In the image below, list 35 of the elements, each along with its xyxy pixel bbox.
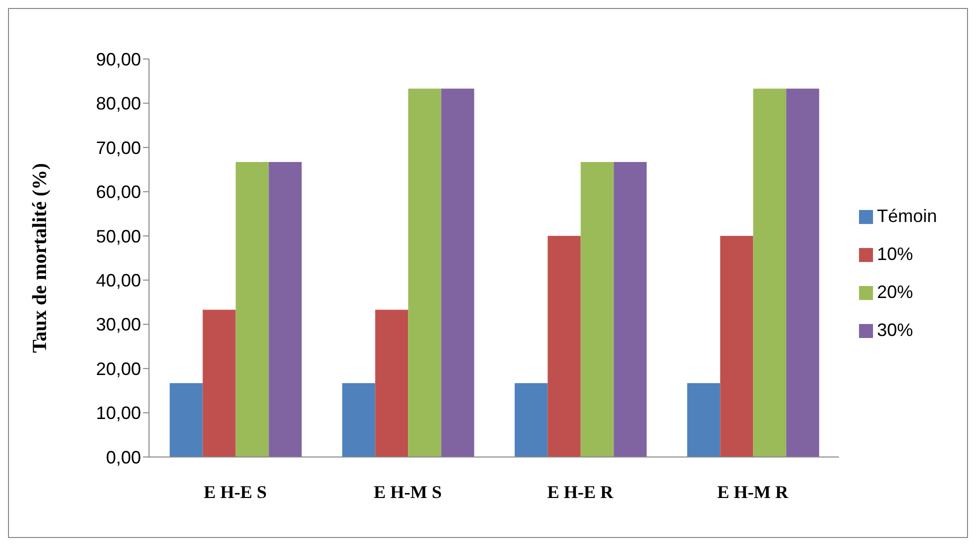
bar — [514, 383, 548, 457]
bar — [170, 383, 203, 457]
x-tick-label: E H-M S — [374, 482, 442, 502]
y-tick-label: 80,00 — [96, 94, 141, 114]
y-tick-label: 40,00 — [96, 270, 141, 290]
x-tick-label: E H-E R — [547, 482, 614, 502]
x-tick-label: E H-M R — [717, 482, 790, 502]
bar — [236, 162, 269, 457]
y-tick-label: 10,00 — [96, 403, 141, 424]
y-tick-label: 50,00 — [96, 226, 141, 246]
bar — [375, 310, 408, 457]
legend-label: 20% — [876, 282, 913, 302]
y-axis-title: Taux de mortalité (%) — [29, 163, 52, 353]
bar — [753, 88, 786, 457]
bar — [342, 383, 376, 457]
x-tick-label: E H-E S — [204, 482, 267, 502]
bar — [614, 162, 647, 457]
bar — [441, 88, 474, 457]
legend-label: 10% — [876, 244, 913, 264]
y-tick-label: 60,00 — [96, 182, 141, 202]
y-tick-label: 30,00 — [96, 314, 141, 335]
bar — [580, 162, 614, 457]
bar — [202, 310, 236, 457]
y-tick-label: 90,00 — [96, 49, 141, 70]
bar — [786, 88, 820, 457]
y-tick-label: 70,00 — [96, 138, 141, 158]
bar — [268, 162, 302, 457]
bar — [720, 236, 754, 457]
y-tick-label: 20,00 — [96, 358, 141, 379]
bar — [408, 88, 442, 457]
y-tick-label: 0,00 — [106, 447, 141, 468]
legend-label: 30% — [876, 320, 913, 340]
legend-label: Témoin — [876, 206, 937, 226]
bar — [548, 236, 581, 457]
bar — [687, 383, 720, 457]
